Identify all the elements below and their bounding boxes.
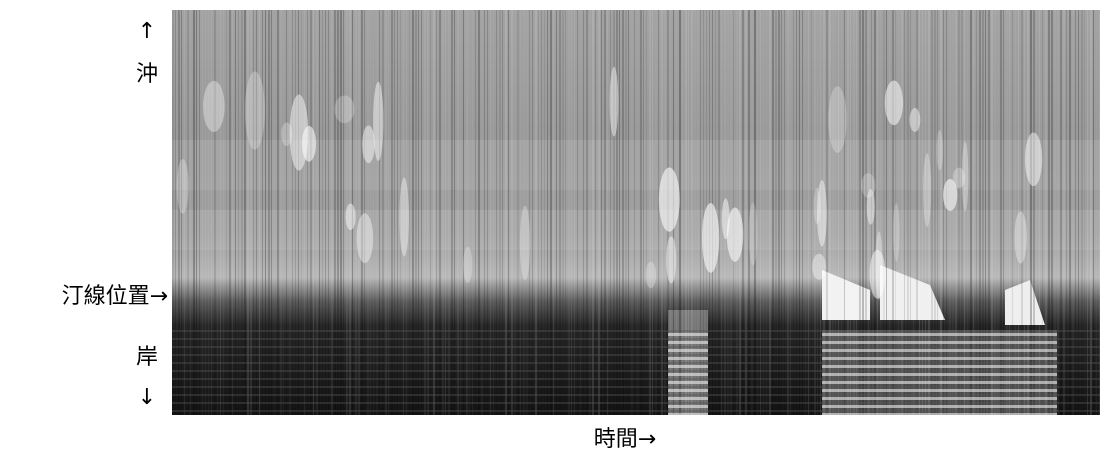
band	[172, 410, 1100, 412]
band	[822, 373, 1057, 376]
band	[172, 330, 1100, 332]
foam	[923, 153, 931, 227]
band	[172, 370, 1100, 372]
foam	[1025, 133, 1042, 187]
band	[668, 373, 708, 376]
foam	[520, 206, 530, 280]
band	[668, 333, 708, 336]
band	[172, 354, 1100, 356]
offshore-label: 沖	[136, 62, 158, 87]
foam	[885, 81, 903, 126]
foam	[666, 236, 676, 283]
foam	[373, 82, 383, 161]
foam	[867, 189, 875, 225]
foam	[828, 86, 846, 153]
band	[668, 349, 708, 352]
foam	[937, 130, 943, 170]
band	[172, 394, 1100, 396]
foam	[814, 188, 821, 224]
foam	[702, 203, 719, 273]
foam	[345, 203, 355, 230]
foam	[953, 168, 965, 188]
foam	[659, 168, 680, 232]
band	[668, 381, 708, 384]
band	[668, 357, 708, 360]
band	[172, 362, 1100, 364]
timestack-image	[172, 10, 1101, 416]
band	[668, 413, 708, 416]
foam	[1014, 211, 1026, 263]
figure: ↑ 沖 汀線位置→ 岸 ↓ 時間→	[0, 0, 1102, 457]
band	[172, 338, 1100, 340]
foam	[610, 67, 619, 137]
band	[668, 341, 708, 344]
foam	[334, 95, 354, 123]
foam	[646, 262, 657, 288]
foam	[722, 198, 730, 239]
time-axis-label: 時間→	[594, 427, 656, 452]
band	[822, 365, 1057, 368]
foam	[910, 108, 921, 132]
foam	[177, 159, 189, 214]
foam	[245, 71, 265, 149]
band	[668, 365, 708, 368]
band	[822, 405, 1057, 408]
foam	[399, 177, 409, 256]
shoreline-label: 汀線位置→	[62, 284, 168, 309]
down-arrow: ↓	[138, 385, 156, 410]
band	[822, 357, 1057, 360]
band	[822, 397, 1057, 400]
foam	[875, 231, 882, 299]
band	[172, 346, 1100, 348]
foam	[357, 213, 374, 263]
band	[172, 378, 1100, 380]
foam	[893, 203, 900, 261]
foam	[203, 81, 225, 132]
foam	[463, 246, 472, 283]
band	[822, 341, 1057, 344]
foam	[290, 95, 309, 171]
band	[822, 413, 1057, 416]
band	[822, 349, 1057, 352]
band	[822, 389, 1057, 392]
band	[822, 333, 1057, 336]
foam	[812, 254, 826, 280]
foam	[362, 125, 375, 163]
band	[822, 381, 1057, 384]
foam	[749, 203, 758, 266]
up-arrow: ↑	[138, 19, 156, 44]
shore-label: 岸	[136, 345, 158, 370]
band	[668, 397, 708, 400]
band	[668, 405, 708, 408]
band	[172, 386, 1100, 388]
band	[172, 402, 1100, 404]
band	[668, 389, 708, 392]
